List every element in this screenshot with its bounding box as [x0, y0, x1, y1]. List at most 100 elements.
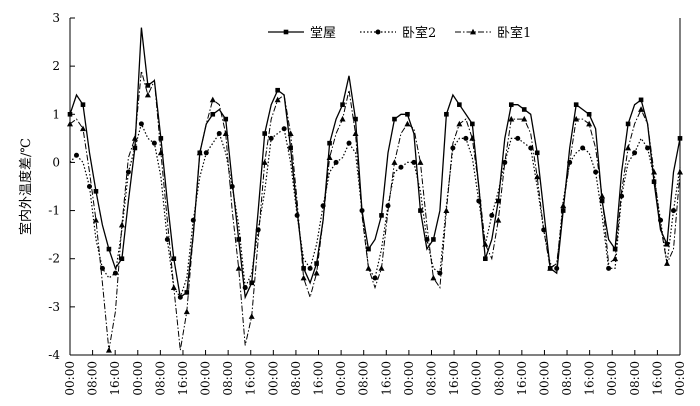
data-point [352, 130, 359, 136]
data-point [92, 217, 99, 223]
data-point [158, 136, 164, 141]
data-point [339, 115, 346, 122]
data-point [671, 208, 677, 214]
data-point [327, 140, 332, 146]
data-point [593, 169, 599, 175]
x-tick-label: 08:00 [424, 361, 438, 396]
series-line [69, 70, 681, 351]
data-point [112, 270, 118, 276]
x-tick-label: 16:00 [108, 361, 122, 396]
data-point [495, 198, 501, 204]
data-point [222, 130, 229, 136]
y-tick-label: -3 [48, 300, 60, 314]
x-tick-label: 00:00 [673, 361, 687, 396]
data-point [677, 136, 683, 141]
data-point [625, 144, 632, 151]
data-point [346, 140, 352, 146]
data-point [645, 145, 651, 151]
data-point [249, 280, 255, 286]
data-point [171, 256, 177, 262]
data-point [450, 145, 456, 151]
data-point [67, 120, 73, 127]
data-point [262, 131, 267, 136]
data-point [209, 96, 216, 103]
series-layer [67, 27, 683, 353]
data-point [534, 150, 540, 156]
data-point [619, 193, 625, 199]
data-point [457, 102, 462, 107]
x-tick-label: 00:00 [605, 361, 619, 396]
data-point [612, 246, 618, 252]
data-point [379, 213, 384, 218]
data-point [236, 237, 242, 242]
data-point [385, 203, 391, 209]
x-tick-label: 08:00 [86, 361, 100, 396]
y-tick-label: 2 [52, 59, 60, 73]
data-point [125, 169, 131, 175]
axes: -4 -3 -2 -1 0 1 2 3 00:00 08:00 16:00 00:00 08:00 16:… [48, 11, 687, 396]
data-point [398, 164, 404, 170]
data-point [625, 121, 631, 127]
data-point [664, 260, 671, 266]
x-tick-label: 08:00 [492, 361, 506, 396]
data-point [489, 212, 495, 218]
data-point [268, 135, 274, 141]
legend: 堂屋 卧室2 卧室1 [268, 25, 531, 41]
x-tick-label: 00:00 [537, 361, 551, 396]
data-point [184, 290, 190, 295]
data-point [196, 149, 203, 156]
data-point [366, 246, 371, 252]
data-point [144, 91, 151, 98]
data-point [183, 308, 190, 315]
x-tick-label: 08:00 [560, 361, 574, 396]
data-point [417, 159, 424, 165]
y-tick-label: 3 [52, 11, 60, 25]
x-tick-label: 16:00 [650, 361, 664, 396]
data-point [677, 168, 683, 175]
data-point [528, 145, 534, 151]
data-point [470, 121, 475, 127]
data-point [405, 111, 410, 117]
x-tick-label: 08:00 [221, 361, 235, 396]
y-tick-label: -1 [48, 204, 60, 218]
data-point [612, 255, 619, 262]
data-point [118, 221, 125, 228]
x-tick-label: 00:00 [131, 361, 145, 396]
data-point [418, 208, 423, 213]
data-point [547, 265, 554, 271]
data-point [483, 256, 488, 262]
data-point [560, 208, 566, 213]
data-point [340, 102, 345, 107]
legend-label: 卧室1 [497, 25, 531, 41]
data-point [281, 126, 287, 132]
data-point [106, 246, 112, 252]
data-point [80, 102, 86, 107]
data-point [664, 241, 670, 247]
x-tick-label: 00:00 [334, 361, 348, 396]
x-tick-label: 08:00 [153, 361, 167, 396]
data-point [651, 168, 658, 175]
legend-label: 卧室2 [402, 25, 436, 41]
data-point [79, 125, 86, 132]
data-point [170, 284, 177, 290]
x-tick-label: 16:00 [447, 361, 461, 396]
data-point [392, 116, 397, 122]
data-point [404, 120, 411, 127]
x-tick-label: 00:00 [199, 361, 213, 396]
data-point [119, 256, 125, 262]
data-point [223, 116, 229, 122]
y-tick-label: 0 [52, 155, 60, 169]
data-point [287, 130, 294, 136]
data-point [508, 102, 514, 107]
data-point [93, 189, 99, 194]
data-point [378, 265, 385, 271]
data-point [632, 150, 638, 156]
data-point [275, 87, 280, 93]
x-tick-label: 08:00 [628, 361, 642, 396]
data-point [372, 275, 378, 281]
data-point [515, 135, 521, 141]
data-point [288, 145, 293, 151]
data-point [274, 96, 281, 103]
data-point [203, 150, 209, 156]
legend-marker [283, 29, 289, 35]
